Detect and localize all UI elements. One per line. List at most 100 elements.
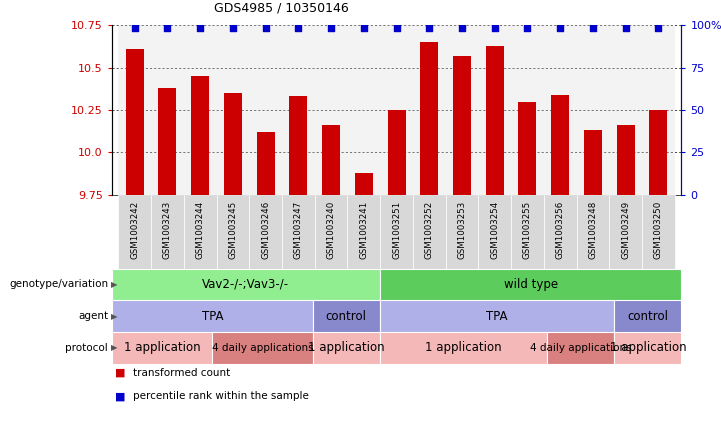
Text: GSM1003254: GSM1003254 — [490, 201, 499, 259]
Bar — [249, 25, 282, 195]
Bar — [584, 130, 602, 195]
Text: percentile rank within the sample: percentile rank within the sample — [133, 391, 309, 401]
Bar — [289, 96, 307, 195]
Bar — [151, 25, 184, 195]
Bar — [380, 332, 547, 364]
Text: 1 application: 1 application — [425, 341, 502, 354]
Point — [620, 25, 632, 31]
Bar — [577, 25, 609, 195]
Bar — [125, 49, 143, 195]
Bar — [380, 269, 681, 300]
Bar — [479, 195, 511, 269]
Text: GSM1003249: GSM1003249 — [622, 201, 630, 258]
Bar — [159, 88, 177, 195]
Text: transformed count: transformed count — [133, 368, 231, 378]
Text: 1 application: 1 application — [308, 341, 384, 354]
Text: GSM1003245: GSM1003245 — [229, 201, 237, 259]
Text: control: control — [326, 310, 367, 323]
Bar — [348, 25, 380, 195]
Bar — [224, 93, 242, 195]
Bar — [112, 300, 313, 332]
Bar — [650, 110, 668, 195]
Text: GSM1003244: GSM1003244 — [195, 201, 205, 259]
Bar — [257, 132, 275, 195]
Point — [195, 25, 206, 31]
Bar — [446, 195, 479, 269]
Text: TPA: TPA — [487, 310, 508, 323]
Bar — [413, 25, 446, 195]
Point — [129, 25, 141, 31]
Bar — [453, 56, 471, 195]
Text: ▶: ▶ — [111, 343, 118, 352]
Text: GSM1003242: GSM1003242 — [131, 201, 139, 259]
Text: ▶: ▶ — [111, 312, 118, 321]
Text: ▶: ▶ — [111, 280, 118, 289]
Bar — [118, 25, 151, 195]
Bar — [544, 25, 577, 195]
Bar — [151, 195, 184, 269]
Bar — [313, 332, 380, 364]
Point — [587, 25, 598, 31]
Bar — [249, 195, 282, 269]
Bar — [518, 102, 536, 195]
Point — [489, 25, 500, 31]
Text: ■: ■ — [115, 391, 126, 401]
Bar — [511, 25, 544, 195]
Point — [456, 25, 468, 31]
Bar — [322, 125, 340, 195]
Bar — [642, 25, 675, 195]
Bar — [212, 332, 313, 364]
Point — [358, 25, 370, 31]
Text: GSM1003255: GSM1003255 — [523, 201, 532, 259]
Bar — [184, 25, 216, 195]
Bar — [511, 195, 544, 269]
Point — [293, 25, 304, 31]
Bar — [355, 173, 373, 195]
Text: GSM1003250: GSM1003250 — [654, 201, 663, 259]
Text: wild type: wild type — [503, 278, 557, 291]
Bar — [616, 125, 634, 195]
Bar — [216, 195, 249, 269]
Bar — [314, 25, 348, 195]
Bar — [282, 195, 314, 269]
Bar — [420, 42, 438, 195]
Text: ■: ■ — [115, 368, 126, 378]
Bar — [216, 25, 249, 195]
Text: GSM1003243: GSM1003243 — [163, 201, 172, 259]
Bar — [314, 195, 348, 269]
Bar — [642, 195, 675, 269]
Bar — [614, 332, 681, 364]
Text: 1 application: 1 application — [609, 341, 686, 354]
Point — [423, 25, 435, 31]
Text: 1 application: 1 application — [124, 341, 200, 354]
Bar — [380, 300, 614, 332]
Text: GSM1003252: GSM1003252 — [425, 201, 434, 259]
Point — [227, 25, 239, 31]
Text: TPA: TPA — [202, 310, 223, 323]
Bar — [112, 332, 212, 364]
Bar — [486, 46, 504, 195]
Text: control: control — [627, 310, 668, 323]
Bar — [388, 110, 405, 195]
Bar — [348, 195, 380, 269]
Bar — [313, 300, 380, 332]
Bar — [380, 195, 413, 269]
Point — [260, 25, 271, 31]
Bar — [184, 195, 216, 269]
Text: 4 daily applications: 4 daily applications — [212, 343, 314, 353]
Text: Vav2-/-;Vav3-/-: Vav2-/-;Vav3-/- — [202, 278, 289, 291]
Bar — [547, 332, 614, 364]
Bar — [609, 25, 642, 195]
Bar — [614, 300, 681, 332]
Text: agent: agent — [78, 311, 108, 321]
Bar — [118, 195, 151, 269]
Point — [522, 25, 534, 31]
Text: GSM1003240: GSM1003240 — [327, 201, 335, 259]
Text: genotype/variation: genotype/variation — [9, 280, 108, 289]
Point — [554, 25, 566, 31]
Bar — [191, 76, 209, 195]
Point — [653, 25, 664, 31]
Point — [391, 25, 402, 31]
Bar — [446, 25, 479, 195]
Text: GSM1003248: GSM1003248 — [588, 201, 598, 259]
